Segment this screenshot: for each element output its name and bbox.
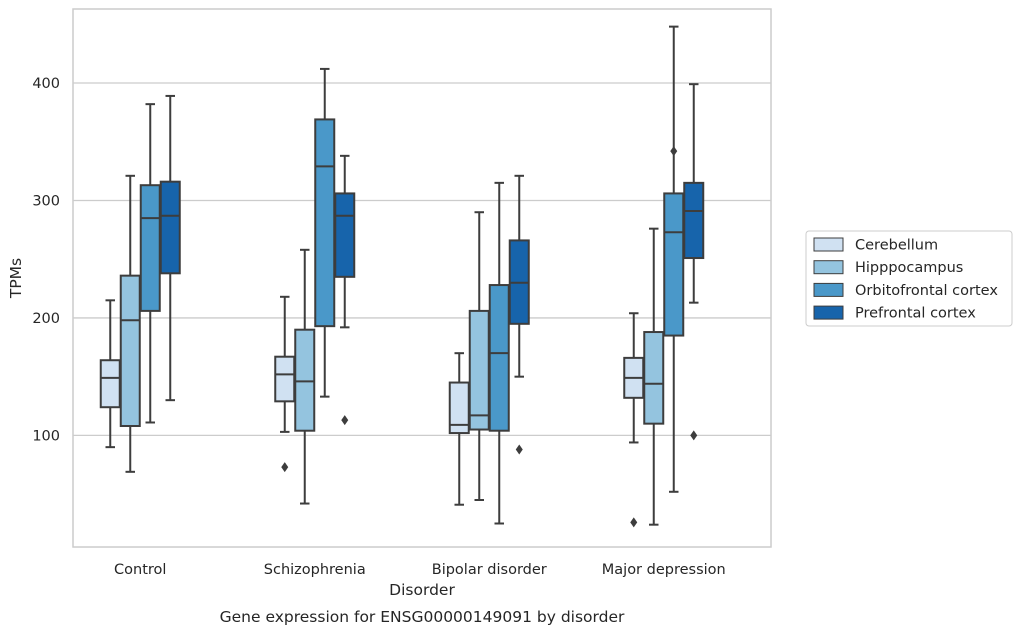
x-axis-ticks: Control Schizophrenia Bipolar disorder Majo… [114,562,726,578]
box [99,299,121,449]
outlier-point [515,444,523,455]
box-iqr [468,309,490,431]
legend-label: Orbitofrontal cortex [855,283,998,299]
legend-swatch [813,282,844,297]
box [294,248,316,505]
x-tick-label: Bipolar disorder [432,562,547,578]
box [159,94,181,402]
box-iqr [294,328,316,432]
box-iqr [663,192,685,337]
box [468,211,490,502]
series-prefrontal-cortex [159,83,705,455]
box [623,312,645,528]
legend-swatch [813,237,844,252]
y-tick-label: 100 [32,428,60,444]
box [448,352,470,506]
box [643,227,665,526]
box [663,25,685,493]
box [314,67,336,398]
y-tick-label: 200 [32,311,60,327]
box [274,295,296,473]
outlier-point [670,146,678,157]
legend-label: Cerebellum [855,238,938,254]
box-iqr [488,284,510,432]
series-cerebellum [99,295,645,528]
box-plot-series [99,25,705,528]
y-tick-label: 300 [32,193,60,209]
box [119,174,141,473]
chart-caption: Gene expression for ENSG00000149091 by d… [220,608,625,626]
x-tick-label: Major depression [602,562,726,578]
box [488,181,510,525]
box-iqr [643,331,665,425]
series-hipppocampus [119,174,665,526]
series-orbitofrontal-cortex [139,25,685,525]
x-tick-label: Control [114,562,166,578]
box-iqr [119,274,141,428]
x-axis-label: Disorder [389,581,455,599]
x-tick-label: Schizophrenia [264,562,366,578]
box [139,103,161,424]
legend: Cerebellum Hipppocampus Orbitofrontal cort… [805,230,1013,327]
box-iqr [159,180,181,275]
legend-label: Hipppocampus [855,260,963,276]
legend-frame [805,230,1013,327]
legend-swatch [813,305,844,320]
box-iqr [99,359,121,409]
box-iqr [314,118,336,328]
plot-frame [72,8,772,548]
y-axis-ticks: 100 200 300 400 [32,76,60,444]
box-iqr [139,184,161,312]
box [683,83,705,441]
y-axis-label: TPMs [7,258,25,299]
box-iqr [683,181,705,260]
box-iqr [334,192,356,278]
box [334,154,356,426]
box [508,174,530,455]
outlier-point [341,415,349,426]
box-iqr [274,355,296,403]
legend-label: Prefrontal cortex [855,306,976,322]
outlier-point [281,462,289,473]
outlier-point [690,430,698,441]
y-tick-label: 400 [32,76,60,92]
legend-swatch [813,260,844,275]
outlier-point [630,517,638,528]
